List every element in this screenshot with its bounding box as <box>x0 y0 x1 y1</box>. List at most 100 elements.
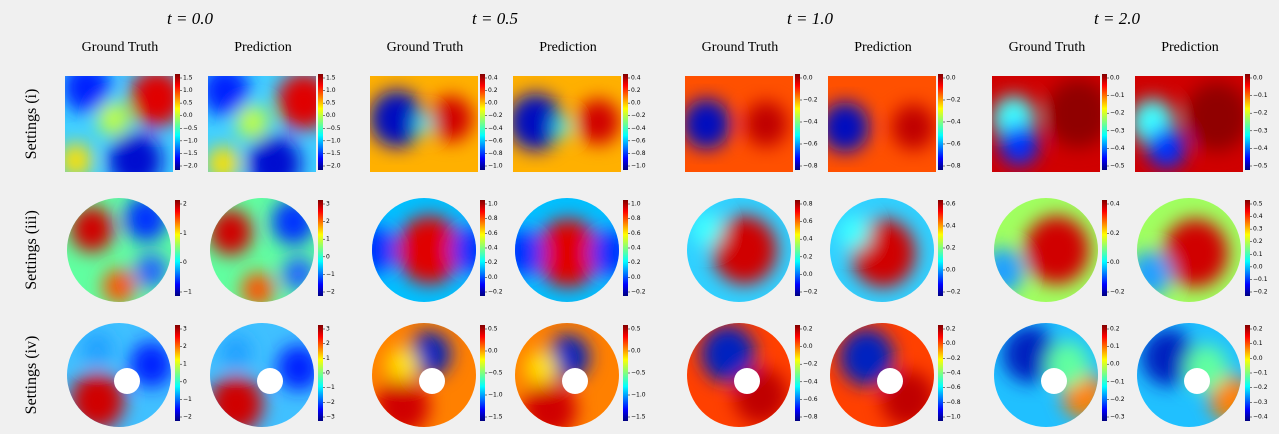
field-blob <box>1209 376 1241 422</box>
field-blob <box>236 104 269 140</box>
colorbar-tick-label: −1 <box>326 384 335 391</box>
colorbar-tick-label: 3 <box>326 201 330 208</box>
field-blob <box>108 131 163 172</box>
field-blob <box>837 215 871 250</box>
colorbar-tick-label: −0.4 <box>631 125 646 132</box>
colorbar-tick-label: −0.6 <box>946 141 961 148</box>
colorbar-tick-label: −0.2 <box>946 289 961 296</box>
field-blobs <box>372 215 476 285</box>
colorbar-tick-label: −1.5 <box>631 414 646 421</box>
colorbar-tick-label: 0.0 <box>183 112 193 119</box>
field-panel <box>830 323 934 427</box>
field-blobs <box>837 215 916 288</box>
field-blob <box>839 328 894 386</box>
time-header: t = 2.0 <box>1094 9 1140 28</box>
colorbar-tick-label: 0 <box>183 259 187 266</box>
colorbar <box>1245 74 1250 170</box>
colorbar-tick-label: −0.8 <box>946 163 961 170</box>
colorbar-tick-label: −0.8 <box>488 150 503 157</box>
field-blob <box>1137 251 1172 297</box>
column-label: Prediction <box>234 40 292 55</box>
colorbar-tick-label: 0.6 <box>488 230 498 237</box>
colorbar-tick-label: 1 <box>326 355 330 362</box>
field-panel <box>208 76 316 172</box>
field-blob <box>97 101 130 136</box>
field-blob <box>241 272 274 302</box>
colorbar-tick-label: 0.0 <box>488 100 498 107</box>
field-blob <box>1024 215 1090 285</box>
colorbar-tick-label: 1 <box>183 230 187 237</box>
colorbar <box>795 74 800 170</box>
colorbar-tick-label: −1.0 <box>631 163 646 170</box>
field-blob <box>277 76 316 130</box>
colorbar-tick-label: 0.0 <box>1253 75 1263 82</box>
colorbar-tick-label: 2 <box>326 218 330 225</box>
colorbar-tick-label: −0.1 <box>1110 92 1125 99</box>
colorbar-tick-label: 0.1 <box>1110 343 1120 350</box>
colorbar-tick-label: 1.0 <box>326 87 336 94</box>
colorbar-tick-label: −1.0 <box>488 392 503 399</box>
colorbar-tick-label: −0.4 <box>1253 145 1268 152</box>
field-blobs <box>513 93 620 151</box>
field-blobs <box>828 101 935 153</box>
field-blob <box>1046 79 1100 148</box>
colorbar-tick-label: −0.6 <box>488 137 503 144</box>
colorbar-tick-label: −0.6 <box>803 396 818 403</box>
colorbar-tick-label: 0.6 <box>631 230 641 237</box>
colorbar-tick-label: 1.5 <box>183 75 193 82</box>
column-label: Prediction <box>854 40 912 55</box>
colorbar <box>1102 325 1107 421</box>
field-panel <box>1135 76 1243 172</box>
hole <box>114 368 140 394</box>
colorbar-tick-label: 0.4 <box>488 245 498 252</box>
colorbar-tick-label: −0.3 <box>1253 399 1268 406</box>
field-blob <box>282 256 314 292</box>
field-blob <box>1141 328 1196 386</box>
field-blob <box>372 227 397 273</box>
hole <box>877 368 903 394</box>
colorbar-tick-label: −0.4 <box>488 125 503 132</box>
hole <box>419 368 445 394</box>
colorbar <box>175 200 180 296</box>
field-panel <box>67 323 171 427</box>
field-blob <box>690 212 723 247</box>
field-blob <box>999 124 1039 166</box>
field-blobs <box>994 215 1090 294</box>
colorbar-tick-label: −0.1 <box>1110 378 1125 385</box>
colorbar-tick-label: −0.2 <box>1110 289 1125 296</box>
colorbar-tick-label: −3 <box>326 414 335 421</box>
column-label: Ground Truth <box>82 40 159 55</box>
field-blob <box>589 230 619 276</box>
colorbar-tick-label: −2 <box>326 289 335 296</box>
colorbar-tick-label: −1.5 <box>183 150 198 157</box>
field-blob <box>891 104 935 150</box>
colorbar-tick-label: −1.0 <box>946 414 961 421</box>
colorbar-tick-label: −0.4 <box>946 119 961 126</box>
field-blob <box>828 101 870 153</box>
colorbar-tick-label: 0.4 <box>803 236 813 243</box>
colorbar-tick-label: 0 <box>326 253 330 260</box>
colorbar-tick-label: −0.4 <box>1253 414 1268 421</box>
colorbar-tick-label: −0.4 <box>1110 145 1125 152</box>
field-blob <box>515 230 545 276</box>
colorbar <box>938 74 943 170</box>
colorbar <box>318 325 323 421</box>
field-panel <box>67 198 171 302</box>
colorbar <box>1245 325 1250 421</box>
colorbar-tick-label: −0.5 <box>488 370 503 377</box>
field-blob <box>246 134 301 172</box>
field-blob <box>81 331 114 367</box>
colorbar <box>938 325 943 421</box>
colorbar-tick-label: −0.8 <box>946 399 961 406</box>
colorbar-tick-label: 0.6 <box>946 201 956 208</box>
colorbar-tick-label: 0.5 <box>326 100 336 107</box>
colorbar-tick-label: −0.2 <box>946 97 961 104</box>
field-panel <box>1137 323 1241 427</box>
colorbar-tick-label: −2 <box>183 414 192 421</box>
field-blobs <box>65 76 173 172</box>
field-blob <box>210 375 264 427</box>
colorbar-tick-label: 0.2 <box>1110 230 1120 237</box>
colorbar-tick-label: 0.0 <box>803 75 813 82</box>
field-blob <box>397 215 462 285</box>
colorbar-tick-label: −0.2 <box>1253 110 1268 117</box>
